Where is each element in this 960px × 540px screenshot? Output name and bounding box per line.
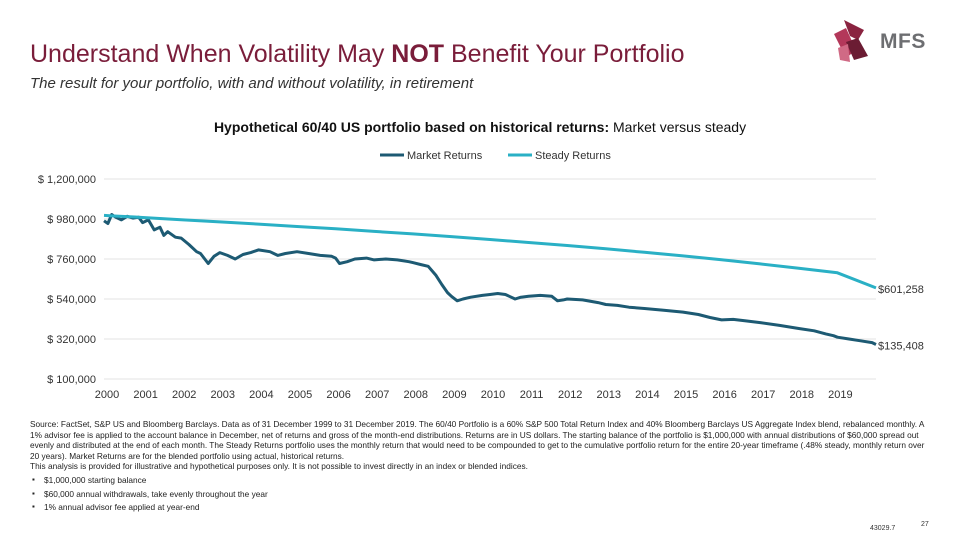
x-tick-label: 2012 bbox=[558, 389, 582, 401]
footnote-bullet: $60,000 annual withdrawals, take evenly … bbox=[30, 489, 935, 500]
x-tick-label: 2000 bbox=[95, 389, 119, 401]
chart-title: Hypothetical 60/40 US portfolio based on… bbox=[0, 119, 960, 135]
x-tick-label: 2017 bbox=[751, 389, 775, 401]
footnote-source: Source: FactSet, S&P US and Bloomberg Ba… bbox=[30, 419, 925, 461]
chart-title-bold: Hypothetical 60/40 US portfolio based on… bbox=[213, 119, 610, 135]
x-tick-label: 2018 bbox=[790, 389, 814, 401]
chart-gridlines bbox=[104, 178, 876, 380]
page-code: 43029.7 bbox=[870, 525, 896, 532]
x-tick-label: 2006 bbox=[326, 389, 350, 401]
market-returns-line bbox=[103, 213, 877, 346]
x-tick-label: 2009 bbox=[442, 389, 466, 401]
mfs-logo-mark bbox=[834, 20, 868, 62]
title-emphasis: NOT bbox=[391, 40, 445, 68]
x-tick-label: 2011 bbox=[520, 389, 544, 401]
x-tick-label: 2013 bbox=[597, 389, 621, 401]
x-tick-label: 2014 bbox=[635, 389, 659, 401]
x-tick-label: 2007 bbox=[365, 389, 389, 401]
y-tick-label: $ 320,000 bbox=[47, 334, 96, 346]
line-chart: Market Returns Steady Returns $ 100,000$ … bbox=[38, 150, 924, 401]
legend-label-market: Market Returns bbox=[407, 150, 483, 162]
y-tick-label: $ 100,000 bbox=[47, 374, 96, 386]
x-tick-label: 2003 bbox=[211, 389, 235, 401]
y-tick-label: $ 540,000 bbox=[47, 294, 96, 306]
footnote-bullet: $1,000,000 starting balance bbox=[30, 475, 935, 486]
x-tick-label: 2002 bbox=[172, 389, 196, 401]
mfs-logo bbox=[834, 20, 868, 62]
legend-label-steady: Steady Returns bbox=[535, 150, 611, 162]
y-axis: $ 100,000 $ 320,000 $ 540,000 $ 760,000 $ 98… bbox=[38, 174, 96, 386]
y-tick-label: $ 760,000 bbox=[47, 254, 96, 266]
steady-end-label: $601,258 bbox=[878, 284, 924, 296]
steady-returns-line bbox=[103, 213, 877, 290]
series-end-labels: $135,408 $601,258 bbox=[878, 284, 924, 353]
x-tick-label: 2010 bbox=[481, 389, 505, 401]
footnote: Source: FactSet, S&P US and Bloomberg Ba… bbox=[30, 419, 935, 513]
x-tick-label: 2015 bbox=[674, 389, 698, 401]
x-tick-label: 2004 bbox=[249, 389, 273, 401]
footnote-bullet: 1% annual advisor fee applied at year-en… bbox=[30, 502, 935, 513]
market-end-label: $135,408 bbox=[878, 340, 924, 352]
y-tick-label: $ 1,200,000 bbox=[38, 174, 96, 186]
chart-series bbox=[103, 213, 877, 346]
slide-title: Understand When Volatility May NOT Benef… bbox=[30, 40, 685, 69]
page-number: 27 bbox=[921, 521, 929, 528]
title-suffix: Benefit Your Portfolio bbox=[444, 40, 685, 68]
x-tick-label: 2016 bbox=[712, 389, 736, 401]
chart-title-rest: Market versus steady bbox=[609, 119, 747, 135]
footnote-bullets: $1,000,000 starting balance $60,000 annu… bbox=[30, 475, 935, 513]
mfs-logo-text: MFS bbox=[880, 30, 926, 53]
title-prefix: Understand When Volatility May bbox=[30, 40, 392, 68]
chart-legend: Market Returns Steady Returns bbox=[380, 150, 611, 162]
x-tick-label: 2019 bbox=[828, 389, 852, 401]
x-tick-label: 2001 bbox=[133, 389, 157, 401]
x-tick-label: 2008 bbox=[404, 389, 428, 401]
slide-subtitle: The result for your portfolio, with and … bbox=[30, 75, 474, 92]
footnote-disclaimer: This analysis is provided for illustrati… bbox=[30, 461, 528, 472]
y-tick-label: $ 980,000 bbox=[47, 214, 96, 226]
x-axis: 2000 2001 2002 2003 2004 2005 2006 2007 2008 2009… bbox=[95, 389, 853, 401]
x-tick-label: 2005 bbox=[288, 389, 312, 401]
